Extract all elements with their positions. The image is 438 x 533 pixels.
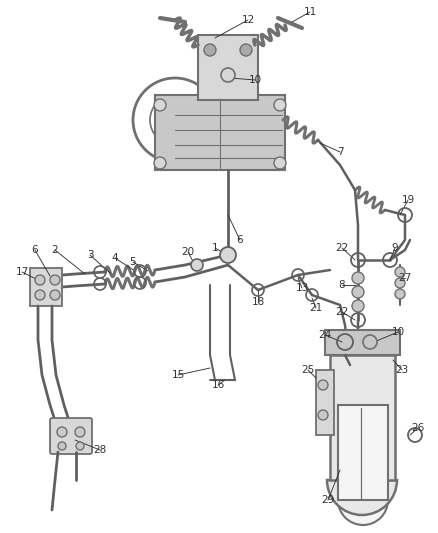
- Circle shape: [318, 380, 328, 390]
- Wedge shape: [338, 500, 388, 525]
- Bar: [155, 95, 285, 170]
- Text: 16: 16: [212, 380, 225, 390]
- Text: 2: 2: [52, 245, 58, 255]
- Text: 10: 10: [392, 327, 405, 337]
- Text: 27: 27: [399, 273, 412, 283]
- Circle shape: [352, 272, 364, 284]
- Text: 9: 9: [392, 243, 398, 253]
- Circle shape: [274, 157, 286, 169]
- Circle shape: [154, 157, 166, 169]
- Circle shape: [76, 442, 84, 450]
- Circle shape: [395, 278, 405, 288]
- Text: 15: 15: [171, 370, 185, 380]
- Circle shape: [57, 427, 67, 437]
- Bar: [198, 35, 258, 100]
- Text: 10: 10: [248, 75, 261, 85]
- Text: 21: 21: [309, 303, 323, 313]
- Circle shape: [50, 290, 60, 300]
- Circle shape: [204, 44, 216, 56]
- Text: 24: 24: [318, 330, 332, 340]
- Text: 20: 20: [181, 247, 194, 257]
- Bar: [30, 268, 62, 306]
- Text: 26: 26: [411, 423, 424, 433]
- Text: 4: 4: [112, 253, 118, 263]
- Text: 19: 19: [401, 195, 415, 205]
- Circle shape: [154, 99, 166, 111]
- Text: 13: 13: [295, 283, 309, 293]
- Circle shape: [167, 112, 183, 128]
- Text: 6: 6: [237, 235, 244, 245]
- Bar: [338, 405, 388, 500]
- Circle shape: [221, 68, 235, 82]
- Text: 25: 25: [301, 365, 314, 375]
- Text: 8: 8: [339, 280, 345, 290]
- Text: 3: 3: [87, 250, 93, 260]
- Circle shape: [58, 442, 66, 450]
- Circle shape: [395, 267, 405, 277]
- Circle shape: [75, 427, 85, 437]
- Text: 1: 1: [212, 243, 218, 253]
- Text: 7: 7: [337, 147, 343, 157]
- Circle shape: [35, 275, 45, 285]
- Circle shape: [191, 259, 203, 271]
- Circle shape: [363, 335, 377, 349]
- Circle shape: [220, 247, 236, 263]
- Bar: [325, 330, 400, 355]
- Text: 5: 5: [130, 257, 136, 267]
- Text: 18: 18: [251, 297, 265, 307]
- Circle shape: [352, 300, 364, 312]
- FancyBboxPatch shape: [50, 418, 92, 454]
- Circle shape: [274, 99, 286, 111]
- Text: 23: 23: [396, 365, 409, 375]
- Text: 22: 22: [336, 307, 349, 317]
- Bar: [330, 355, 395, 480]
- Text: 11: 11: [304, 7, 317, 17]
- Circle shape: [318, 410, 328, 420]
- Text: 17: 17: [15, 267, 28, 277]
- Circle shape: [240, 44, 252, 56]
- Circle shape: [352, 286, 364, 298]
- Text: 6: 6: [32, 245, 38, 255]
- Bar: [316, 370, 334, 435]
- Text: 29: 29: [321, 495, 335, 505]
- Text: 28: 28: [93, 445, 106, 455]
- Text: 12: 12: [241, 15, 254, 25]
- Text: 22: 22: [336, 243, 349, 253]
- Circle shape: [50, 275, 60, 285]
- Circle shape: [395, 289, 405, 299]
- Circle shape: [35, 290, 45, 300]
- Wedge shape: [327, 480, 397, 515]
